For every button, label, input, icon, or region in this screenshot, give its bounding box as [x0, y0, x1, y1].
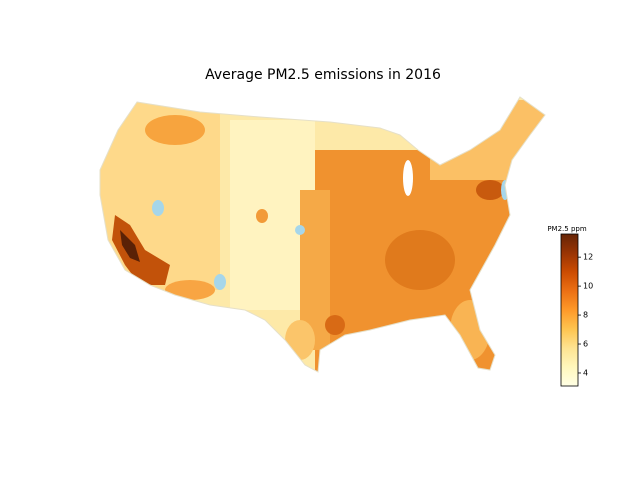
houston-region [325, 315, 345, 335]
map-title: Average PM2.5 emissions in 2016 [205, 67, 441, 83]
montana-region [145, 115, 205, 145]
northeast-region [430, 100, 545, 180]
central-valley-region [120, 230, 140, 262]
no-data-region [295, 225, 305, 235]
colorbar-title: PM2.5 ppm [547, 225, 587, 233]
california-region [112, 215, 170, 285]
lake-michigan [403, 160, 413, 196]
chesapeake [501, 180, 509, 200]
south-region [385, 230, 455, 290]
no-data-region [152, 200, 164, 216]
colorbar-tick-label: 6 [583, 340, 588, 349]
colorbar-tick-label: 8 [583, 311, 588, 320]
colorbar-tick-label: 4 [583, 368, 588, 377]
colorado-region [256, 209, 268, 223]
colorbar-tick-label: 12 [583, 253, 593, 262]
colorbar: PM2.5 ppm 4 6 8 10 12 [547, 225, 593, 387]
us-map [100, 97, 545, 372]
mid-atlantic-region [476, 180, 504, 200]
colorbar-scale [560, 233, 579, 387]
texas-region [285, 320, 315, 360]
no-data-region [214, 274, 226, 290]
arizona-region [165, 280, 215, 300]
colorbar-tick-label: 10 [583, 282, 593, 291]
